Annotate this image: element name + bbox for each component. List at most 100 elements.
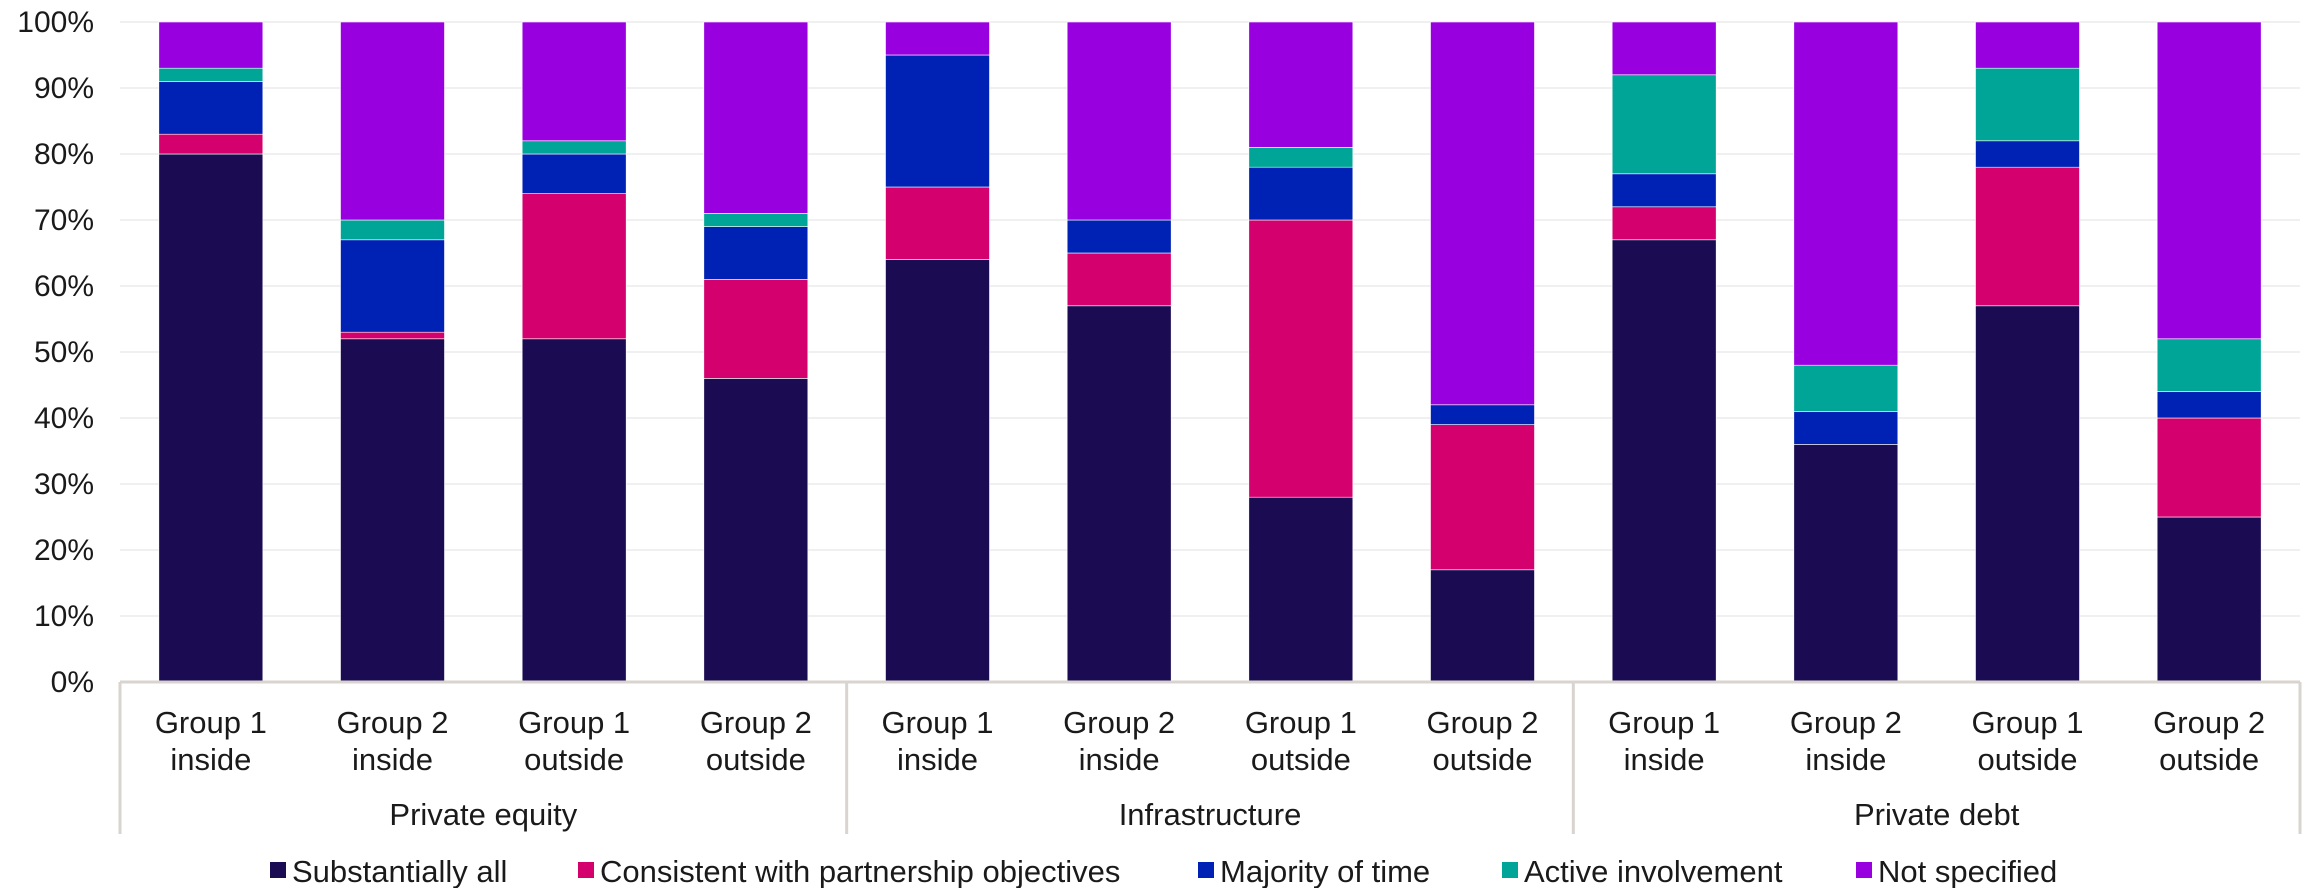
legend-label: Active involvement [1524,854,1783,888]
x-category-label: outside [1433,742,1533,777]
group-label: Infrastructure [1119,797,1302,832]
bar-segment-not-specified [885,21,990,56]
bar-segment-not-specified [2156,21,2262,340]
y-tick-label: 10% [34,600,94,633]
x-category-label: Group 1 [155,705,267,740]
x-category-label: Group 2 [700,705,812,740]
legend-swatch [270,862,286,878]
x-category-label: outside [1978,742,2078,777]
x-category-label: outside [2159,742,2259,777]
y-tick-label: 70% [34,204,94,237]
bar-segment-consistent-with-partnership-objectives [1430,424,1535,571]
bar-segment-majority-of-time [340,239,445,333]
bar-segment-majority-of-time [1611,173,1717,208]
legend-label: Not specified [1878,854,2057,888]
x-category-label: Group 2 [1790,705,1902,740]
bar-segment-substantially-all [1066,305,1172,683]
bar-segment-active-involvement [1248,147,1354,168]
bar-segment-substantially-all [885,259,990,683]
bar-segment-active-involvement [521,140,627,155]
x-category-label: Group 1 [518,705,630,740]
bar-segment-substantially-all [340,338,445,683]
bar-segment-active-involvement [2156,338,2262,392]
x-category-label: inside [1624,742,1705,777]
bar-segment-consistent-with-partnership-objectives [340,331,445,340]
bar-segment-consistent-with-partnership-objectives [521,193,627,340]
x-category-label: Group 1 [1245,705,1357,740]
x-category-label: inside [1805,742,1886,777]
group-label: Private equity [389,797,577,832]
bar-segment-consistent-with-partnership-objectives [1066,252,1172,307]
bar-segment-not-specified [1793,21,1899,366]
bar-segment-majority-of-time [158,81,264,135]
bar-segment-active-involvement [703,213,809,227]
x-category-label: Group 1 [1971,705,2083,740]
legend-swatch [578,862,594,878]
bar-segment-active-involvement [1793,364,1899,412]
x-category-label: inside [1079,742,1160,777]
bar-segment-consistent-with-partnership-objectives [2156,417,2262,518]
x-category-label: outside [524,742,624,777]
x-category-label: Group 2 [2153,705,2265,740]
y-tick-label: 80% [34,138,94,171]
legend-label: Substantially all [292,854,507,888]
legend-swatch [1856,862,1872,878]
x-category-label: outside [706,742,806,777]
y-tick-label: 50% [34,336,94,369]
bar-segment-consistent-with-partnership-objectives [1611,206,1717,241]
x-category-label: inside [897,742,978,777]
x-category-label: Group 1 [881,705,993,740]
bar-segment-majority-of-time [703,226,809,280]
bar-segment-substantially-all [1975,305,2080,683]
bar-segment-substantially-all [1611,239,1717,683]
bar-segment-active-involvement [1975,67,2080,142]
bar-segment-not-specified [1975,21,2080,69]
bar-segment-not-specified [1611,21,1717,76]
bar-segment-substantially-all [703,378,809,683]
bars [158,21,2262,683]
y-tick-label: 0% [51,666,94,699]
y-axis-ticks: 0% 10% 20% 30% 40% 50% 60% 70% 80% 90% 100% [17,6,94,699]
y-tick-label: 40% [34,402,94,435]
bar-segment-active-involvement [158,67,264,82]
bar-segment-majority-of-time [2156,391,2262,419]
bar-segment-majority-of-time [1793,411,1899,445]
y-tick-label: 20% [34,534,94,567]
bar-segment-substantially-all [1248,496,1354,683]
bar-segment-majority-of-time [1430,404,1535,425]
y-tick-label: 100% [17,6,94,39]
bar-segment-substantially-all [158,153,264,683]
bar-segment-not-specified [158,21,264,69]
bar-segment-consistent-with-partnership-objectives [1248,219,1354,498]
bar-segment-consistent-with-partnership-objectives [158,133,264,155]
gridlines [120,21,2300,617]
legend-swatch [1198,862,1214,878]
bar-segment-majority-of-time [1066,219,1172,254]
legend: Substantially all Consistent with partner… [270,854,2057,888]
x-category-label: inside [170,742,251,777]
bar-segment-not-specified [1248,21,1354,148]
bar-segment-substantially-all [1793,444,1899,683]
bar-segment-not-specified [1066,21,1172,221]
bar-segment-consistent-with-partnership-objectives [885,186,990,260]
bar-segment-not-specified [521,21,627,142]
y-tick-label: 30% [34,468,94,501]
bar-segment-not-specified [1430,21,1535,406]
bar-segment-active-involvement [340,219,445,241]
bar-segment-majority-of-time [885,54,990,188]
bar-segment-substantially-all [2156,516,2262,683]
x-category-label: inside [352,742,433,777]
bar-segment-not-specified [703,21,809,214]
x-category-label: Group 2 [336,705,448,740]
legend-label: Majority of time [1220,854,1430,888]
bar-segment-not-specified [340,21,445,221]
group-labels: Private equity Infrastructure Private debt [389,797,2019,832]
x-category-label: Group 1 [1608,705,1720,740]
y-tick-label: 60% [34,270,94,303]
x-category-label: Group 2 [1426,705,1538,740]
x-category-label: Group 2 [1063,705,1175,740]
bar-segment-majority-of-time [521,153,627,194]
legend-swatch [1502,862,1518,878]
